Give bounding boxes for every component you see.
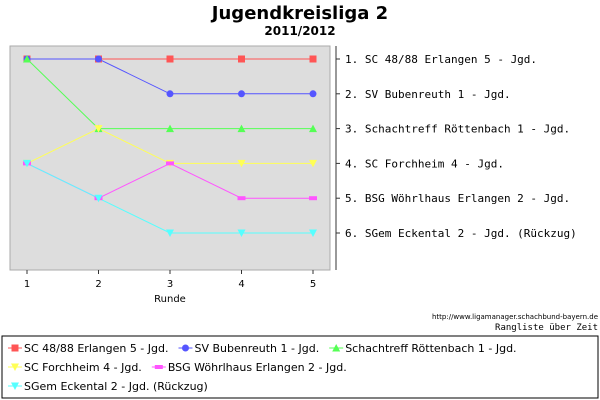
x-tick-label: 4 <box>238 279 244 290</box>
chart-subtitle: 2011/2012 <box>264 24 335 38</box>
series-1-point <box>238 55 245 63</box>
series-4-point <box>309 159 317 168</box>
x-tick-label: 2 <box>95 279 101 290</box>
x-axis: 1 2 3 4 5 <box>24 270 316 290</box>
legend-item: BSG Wöhrlhaus Erlangen 2 - Jgd. <box>151 361 347 374</box>
series-6-point <box>237 229 246 237</box>
rank-label: 6. SGem Eckental 2 - Jgd. (Rückzug) <box>345 227 577 240</box>
legend-swatch-marker <box>11 382 19 390</box>
series-1-point <box>166 55 174 63</box>
legend-swatch-marker <box>11 344 19 352</box>
legend-label: SV Bubenreuth 1 - Jgd. <box>194 342 319 355</box>
legend: SC 48/88 Erlangen 5 - Jgd. SV Bubenreuth … <box>8 342 517 393</box>
x-axis-label: Runde <box>154 294 186 305</box>
rank-label: 2. SV Bubenreuth 1 - Jgd. <box>345 88 511 101</box>
series-3-point <box>309 124 317 133</box>
series-layer <box>23 55 317 237</box>
legend-box <box>1 335 599 399</box>
legend-label: SC 48/88 Erlangen 5 - Jgd. <box>24 342 168 355</box>
rank-label: 1. SC 48/88 Erlangen 5 - Jgd. <box>345 53 537 66</box>
legend-item: SC Forchheim 4 - Jgd. <box>8 361 142 374</box>
series-4-point <box>94 125 103 133</box>
series-5-point <box>309 196 317 201</box>
legend-label: BSG Wöhrlhaus Erlangen 2 - Jgd. <box>168 361 347 374</box>
series-3-point <box>166 124 174 133</box>
series-3-point <box>237 124 246 133</box>
legend-swatch-marker <box>11 363 19 371</box>
series-5-point <box>237 196 246 201</box>
series-2-point <box>238 90 245 98</box>
legend-swatch-marker <box>332 344 341 352</box>
series-6-point <box>94 194 103 203</box>
chart-title: Jugendkreisliga 2 <box>210 3 388 24</box>
series-6-point <box>166 229 174 237</box>
legend-item: SC 48/88 Erlangen 5 - Jgd. <box>8 342 168 355</box>
series-2-point <box>309 90 317 98</box>
rank-label: 4. SC Forchheim 4 - Jgd. <box>345 157 504 170</box>
series-4-point <box>237 159 246 168</box>
x-tick-label: 5 <box>310 279 316 290</box>
x-tick-label: 3 <box>167 279 173 290</box>
legend-label: SGem Eckental 2 - Jgd. (Rückzug) <box>24 380 208 393</box>
series-5-point <box>166 161 174 166</box>
series-2-point <box>95 55 102 63</box>
series-3-point <box>23 55 31 63</box>
legend-item: Schachtreff Röttenbach 1 - Jgd. <box>329 342 517 355</box>
series-2-point <box>166 90 174 98</box>
legend-swatch-marker <box>181 344 189 352</box>
source-url: http://www.ligamanager.schachbund-bayern… <box>432 313 598 321</box>
series-6-point <box>23 159 31 168</box>
legend-label: Schachtreff Röttenbach 1 - Jgd. <box>345 342 516 355</box>
legend-label: SC Forchheim 4 - Jgd. <box>24 361 142 374</box>
x-tick-label: 1 <box>24 279 30 290</box>
source-caption: Rangliste über Zeit <box>495 323 598 333</box>
ranking-list: 1. SC 48/88 Erlangen 5 - Jgd. 2. SV Buben… <box>336 53 577 240</box>
series-6-point <box>309 229 317 237</box>
rank-label: 5. BSG Wöhrlhaus Erlangen 2 - Jgd. <box>345 192 570 205</box>
series-1-point <box>309 55 317 63</box>
legend-item: SGem Eckental 2 - Jgd. (Rückzug) <box>8 380 208 393</box>
rank-label: 3. Schachtreff Röttenbach 1 - Jgd. <box>345 123 570 136</box>
legend-swatch-marker <box>154 365 163 369</box>
legend-item: SV Bubenreuth 1 - Jgd. <box>178 342 319 355</box>
